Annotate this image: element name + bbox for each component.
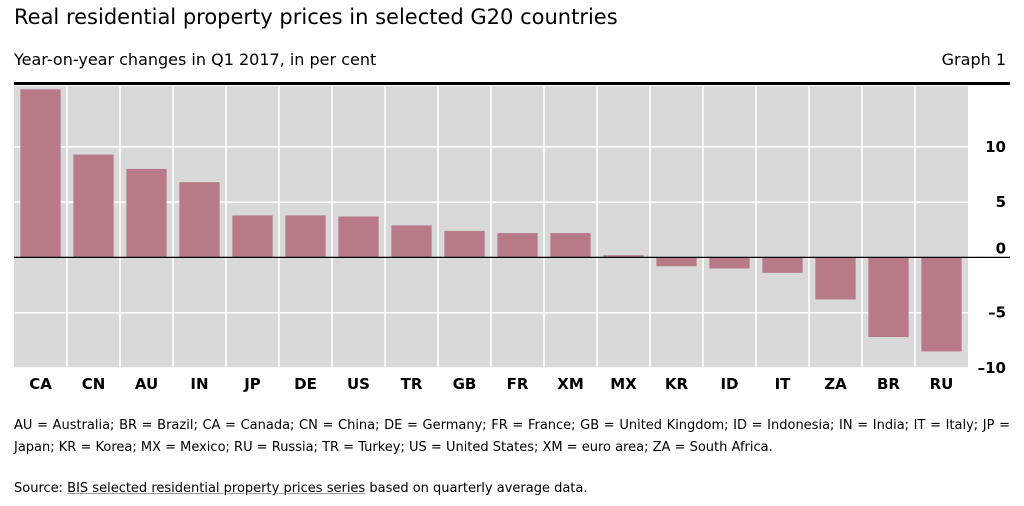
bar-in	[179, 182, 220, 258]
y-tick-label: –5	[988, 304, 1006, 322]
bar-xm	[550, 233, 591, 258]
category-label: AU	[135, 375, 158, 393]
chart-title: Real residential property prices in sele…	[14, 5, 618, 29]
category-label: CA	[29, 375, 52, 393]
header-rule	[14, 82, 1010, 85]
category-label: ZA	[824, 375, 847, 393]
bar-au	[126, 168, 167, 258]
bar-jp	[232, 215, 273, 258]
graph-number: Graph 1	[941, 50, 1006, 69]
category-label: BR	[877, 375, 900, 393]
y-tick-label: 10	[985, 138, 1006, 156]
category-label: IN	[190, 375, 208, 393]
source-note: Source: BIS selected residential propert…	[14, 481, 588, 496]
bar-ca	[20, 89, 61, 258]
bar-us	[338, 216, 379, 258]
bar-kr	[656, 257, 697, 267]
category-label: IT	[775, 375, 792, 393]
abbreviation-notes: AU = Australia; BR = Brazil; CA = Canada…	[14, 418, 1010, 455]
bar-id	[709, 257, 750, 269]
category-label: JP	[243, 375, 261, 393]
bar-chart: CA CN AU IN JP DE US TR GB FR XM MX KR ID IT ZA BR RU 10 5 0…	[14, 86, 1010, 393]
category-label: RU	[930, 375, 954, 393]
category-label: FR	[507, 375, 529, 393]
y-tick-label: 5	[996, 193, 1006, 211]
category-label: XM	[557, 375, 584, 393]
bar-tr	[391, 225, 432, 258]
category-label: CN	[82, 375, 106, 393]
bar-gb	[444, 230, 485, 258]
category-label: MX	[610, 375, 637, 393]
bar-de	[285, 215, 326, 258]
chart-subtitle: Year-on-year changes in Q1 2017, in per …	[14, 50, 377, 69]
category-label: GB	[453, 375, 477, 393]
bar-za	[815, 257, 856, 300]
bar-mx	[603, 255, 644, 258]
category-label: US	[347, 375, 370, 393]
source-suffix: based on quarterly average data.	[365, 481, 588, 496]
source-prefix: Source:	[14, 481, 68, 496]
bar-it	[762, 257, 803, 273]
y-tick-label: –10	[978, 359, 1006, 377]
category-label: ID	[720, 375, 738, 393]
bar-ru	[921, 257, 962, 352]
bar-br	[868, 257, 909, 338]
source-link[interactable]: BIS selected residential property prices…	[67, 481, 366, 496]
bar-fr	[497, 233, 538, 258]
bar-cn	[73, 154, 114, 258]
category-label: KR	[665, 375, 689, 393]
category-label: DE	[294, 375, 317, 393]
category-label: TR	[401, 375, 423, 393]
y-tick-label: 0	[996, 239, 1006, 257]
